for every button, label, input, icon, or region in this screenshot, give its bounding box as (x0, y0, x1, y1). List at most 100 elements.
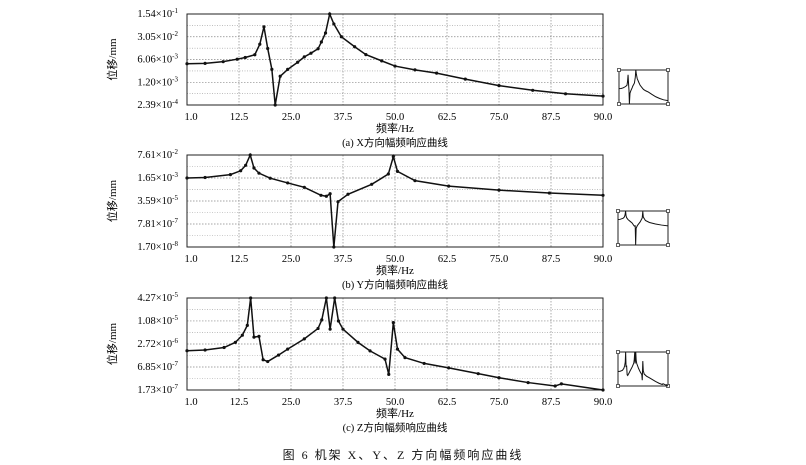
x-tick-label: 75.0 (490, 254, 508, 265)
data-point (302, 55, 306, 59)
data-point (324, 296, 328, 300)
data-point (243, 55, 247, 60)
data-point (353, 45, 357, 49)
y-tick-label: 1.65×10-3 (137, 171, 178, 184)
data-point (309, 51, 313, 55)
data-point (333, 296, 337, 300)
data-point (302, 337, 306, 341)
data-point (395, 347, 400, 351)
data-point (286, 67, 290, 72)
chart-caption: (b) Y方向幅频响应曲线 (342, 278, 449, 291)
data-point (257, 171, 261, 175)
data-point (341, 327, 345, 331)
y-tick-label: 6.06×10-3 (137, 53, 178, 66)
data-point (302, 185, 306, 189)
inset-handle (666, 102, 670, 106)
data-point (228, 173, 233, 177)
data-point (332, 22, 336, 26)
x-tick-label: 12.5 (230, 397, 248, 408)
x-tick-label: 87.5 (542, 112, 560, 123)
data-point (185, 176, 189, 180)
data-point (447, 184, 451, 188)
y-tick-label: 4.27×10-5 (137, 291, 178, 304)
data-point (203, 175, 207, 180)
data-point (332, 245, 336, 249)
data-point (203, 348, 207, 352)
inset-handle (616, 384, 620, 388)
data-point (257, 334, 261, 338)
data-point (258, 42, 262, 46)
plot-frame (186, 13, 604, 106)
x-tick-label: 50.0 (386, 397, 404, 408)
data-point (395, 169, 400, 173)
inset-thumbnail (617, 68, 670, 106)
y-tick-label: 1.20×10-3 (137, 75, 178, 88)
data-point (319, 193, 323, 197)
data-point (356, 340, 360, 344)
data-point (323, 31, 328, 35)
x-tick-label: 37.5 (334, 254, 352, 265)
data-point (328, 12, 332, 16)
data-point (497, 376, 501, 380)
data-point (253, 53, 257, 57)
data-point (339, 35, 343, 39)
x-tick-label: 62.5 (438, 397, 456, 408)
data-point (463, 77, 467, 81)
x-tick-label: 62.5 (438, 254, 456, 265)
data-point (266, 359, 270, 364)
data-point (387, 372, 391, 377)
data-point (203, 61, 207, 65)
data-point (346, 192, 350, 196)
chart-a: 1.0 12.5 25.0 37.5 50.0 62.5 75.0 87.5 90.0 1.54×… (105, 7, 670, 149)
data-point (328, 327, 332, 331)
data-point (252, 166, 256, 170)
data-point (497, 83, 501, 88)
x-axis-label: 频率/Hz (376, 121, 414, 135)
data-point (336, 200, 340, 204)
data-point (386, 172, 390, 176)
x-tick-label: 90.0 (594, 397, 612, 408)
series-line (186, 297, 604, 391)
y-tick-label: 1.54×10-1 (137, 7, 178, 20)
inset-handle (666, 68, 670, 72)
data-point (244, 163, 248, 167)
chart-caption: (c) Z方向幅频响应曲线 (343, 421, 448, 434)
x-axis-label: 频率/Hz (376, 406, 414, 420)
x-tick-label: 62.5 (438, 112, 456, 123)
inset-series-line (617, 351, 669, 387)
data-point (268, 176, 272, 180)
data-point (261, 358, 265, 362)
x-axis-label: 频率/Hz (376, 263, 414, 277)
x-tick-label: 1.0 (184, 397, 197, 408)
x-tick-label: 87.5 (542, 397, 560, 408)
x-tick-label: 50.0 (386, 254, 404, 265)
x-tick-label: 12.5 (230, 112, 248, 123)
y-tick-label: 3.05×10-2 (137, 30, 178, 43)
data-point (286, 181, 290, 185)
y-axis-label: 位移/mm (105, 38, 119, 81)
y-tick-label: 1.08×10-5 (137, 314, 178, 327)
data-point (563, 92, 568, 96)
data-point (447, 366, 451, 370)
data-point (526, 380, 530, 385)
x-tick-label: 1.0 (184, 254, 197, 265)
y-axis-label: 位移/mm (105, 179, 119, 222)
y-tick-label: 7.61×10-2 (137, 148, 178, 161)
figure-caption: 图 6 机架 X、Y、Z 方向幅频响应曲线 (282, 448, 524, 462)
data-point (278, 74, 282, 78)
inset-handle (666, 243, 670, 247)
x-tick-label: 50.0 (386, 112, 404, 123)
data-point (435, 71, 439, 75)
data-point (252, 335, 256, 339)
plot-frame (186, 154, 604, 248)
inset-thumbnail (616, 350, 670, 388)
data-point (559, 382, 564, 386)
data-point (601, 193, 605, 197)
data-point (296, 60, 300, 64)
data-point (221, 60, 225, 64)
x-tick-label: 90.0 (594, 112, 612, 123)
data-point (240, 333, 244, 337)
data-point (276, 353, 281, 357)
data-point (235, 57, 239, 61)
inset-handle (617, 102, 621, 106)
